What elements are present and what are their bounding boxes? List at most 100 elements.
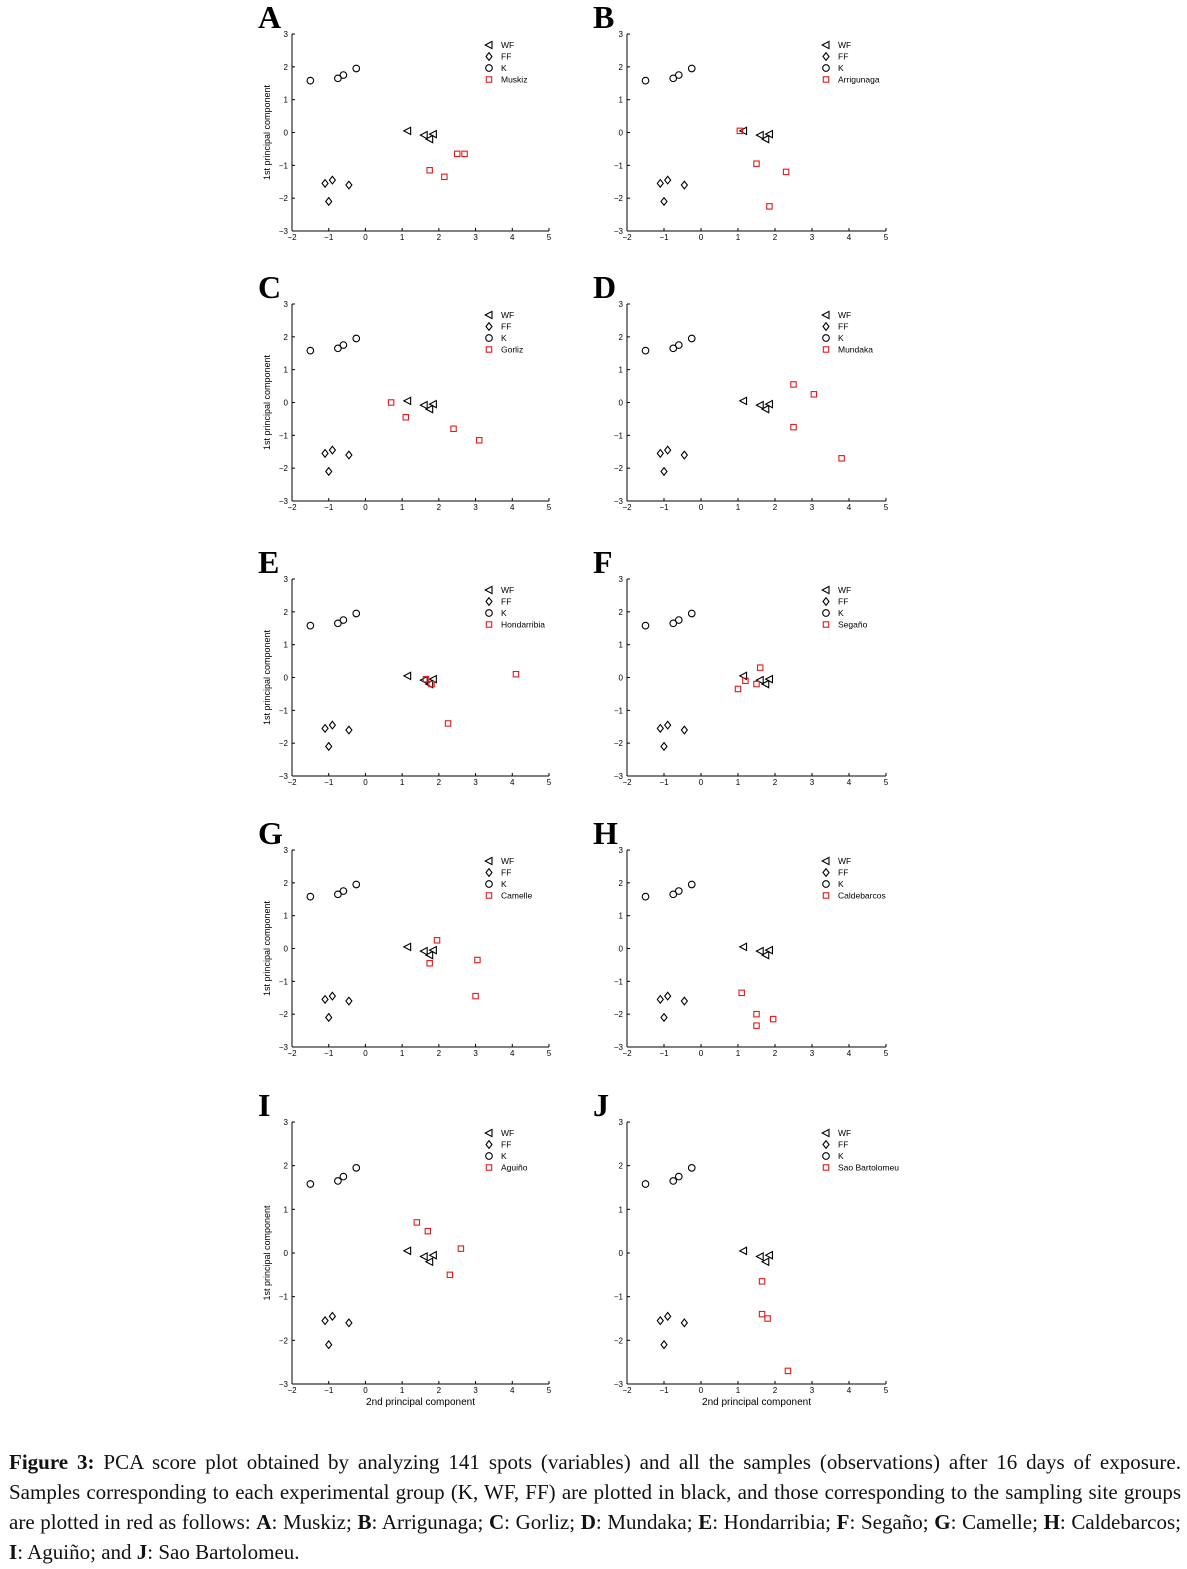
data-point-h [669, 890, 678, 899]
caption-site-list: A: Muskiz; B: Arrigunaga; C: Gorliz; D: … [9, 1510, 1181, 1564]
data-point-f [760, 679, 770, 689]
x-tick-label-g: 1 [400, 1049, 405, 1058]
data-point-a [334, 74, 342, 83]
data-point-b [738, 126, 748, 136]
legend-marker-c [485, 334, 493, 342]
legend-marker-b [822, 64, 830, 72]
y-tick-label-e: 0 [284, 674, 289, 683]
data-point-j [641, 1180, 650, 1188]
data-point-j [680, 1318, 689, 1328]
legend-h: WF FFK Caldebarcos [821, 856, 886, 901]
legend-marker-a [485, 76, 493, 83]
data-point-f [734, 685, 742, 693]
legend-label-i: WF [501, 1128, 514, 1138]
data-point-e [428, 680, 435, 688]
data-point-d [810, 391, 818, 398]
x-tick-label-b: 1 [736, 233, 741, 242]
data-point-d [674, 341, 683, 349]
x-tick-label-a: −1 [324, 233, 334, 242]
data-point-f [753, 680, 760, 688]
y-tick-label-g: 1 [284, 912, 289, 921]
data-point-g [474, 956, 481, 964]
y-tick-label-d: 1 [619, 366, 624, 375]
x-tick-label-g: 4 [510, 1049, 515, 1058]
y-tick-label-c: 0 [284, 399, 289, 408]
data-point-j [758, 1278, 766, 1285]
data-point-d [790, 423, 797, 431]
data-point-g [428, 945, 437, 955]
series-a-2 [306, 64, 361, 85]
caption-site-f: F: Segaño; [836, 1510, 935, 1534]
series-j-2 [641, 1163, 696, 1188]
x-tick-label-h: 3 [810, 1049, 815, 1058]
y-tick-label-c: −3 [279, 497, 289, 506]
legend-marker-h [822, 880, 830, 888]
series-i-2 [306, 1163, 361, 1188]
series-j-1 [656, 1311, 689, 1350]
data-point-c [339, 341, 348, 349]
series-g-3 [426, 937, 481, 1000]
legend-f: WF FFK Segaño [821, 585, 868, 630]
data-point-f [687, 609, 696, 618]
y-tick-label-a: −2 [279, 194, 289, 203]
panel-letter-d: D [593, 269, 616, 305]
data-point-g [325, 1012, 333, 1023]
legend-c: WF FFK Gorliz [484, 310, 523, 355]
x-tick-label-b: 3 [810, 233, 815, 242]
legend-marker-a [484, 40, 493, 50]
data-point-d [687, 334, 696, 343]
data-point-a [424, 134, 434, 144]
data-point-d [838, 455, 845, 462]
caption-site-h: H: Caldebarcos; [1043, 1510, 1182, 1534]
data-point-e [512, 670, 520, 678]
legend-marker-h [822, 892, 830, 899]
series-h-3 [738, 989, 777, 1029]
data-point-j [656, 1315, 665, 1326]
data-point-c [419, 400, 428, 410]
x-tick-label-c: 0 [363, 503, 368, 512]
x-tick-label-g: −2 [287, 1049, 297, 1058]
data-point-d [738, 396, 748, 406]
data-point-b [760, 134, 770, 144]
series-b-2 [641, 64, 696, 85]
data-point-i [402, 1246, 412, 1256]
legend-label-g: K [501, 879, 507, 889]
data-point-d [656, 448, 665, 459]
legend-marker-d [822, 334, 830, 342]
y-tick-label-c: 2 [284, 333, 289, 342]
x-tick-label-i: −1 [324, 1386, 334, 1395]
legend-label-j: Sao Bartolomeu [838, 1163, 899, 1173]
data-point-e [328, 720, 337, 730]
data-point-c [387, 399, 395, 406]
legend-marker-h [821, 856, 830, 866]
x-tick-label-e: 1 [400, 778, 405, 787]
x-tick-label-d: 0 [699, 503, 704, 512]
legend-label-i: FF [501, 1140, 511, 1150]
legend-label-a: K [501, 63, 507, 73]
data-point-h [663, 991, 672, 1001]
data-point-a [461, 150, 468, 158]
y-tick-label-c: 1 [284, 366, 289, 375]
series-j-3 [758, 1278, 792, 1375]
data-point-i [424, 1227, 432, 1235]
y-tick-label-i: −3 [279, 1380, 289, 1389]
y-tick-label-i: 2 [284, 1162, 289, 1171]
legend-marker-e [484, 585, 493, 595]
series-a-3 [426, 150, 468, 181]
x-tick-label-e: −1 [324, 778, 334, 787]
data-point-h [656, 994, 665, 1005]
x-tick-label-j: 5 [884, 1386, 889, 1395]
caption-site-j: and J: Sao Bartolomeu. [101, 1540, 300, 1564]
legend-marker-f [821, 585, 830, 595]
x-tick-label-i: 4 [510, 1386, 515, 1395]
caption-site-b: B: Arrigunaga; [357, 1510, 489, 1534]
data-point-i [306, 1180, 315, 1188]
data-point-e [339, 616, 348, 624]
data-point-g [321, 994, 329, 1005]
y-tick-label-e: −1 [279, 706, 289, 715]
series-d-2 [641, 334, 696, 355]
